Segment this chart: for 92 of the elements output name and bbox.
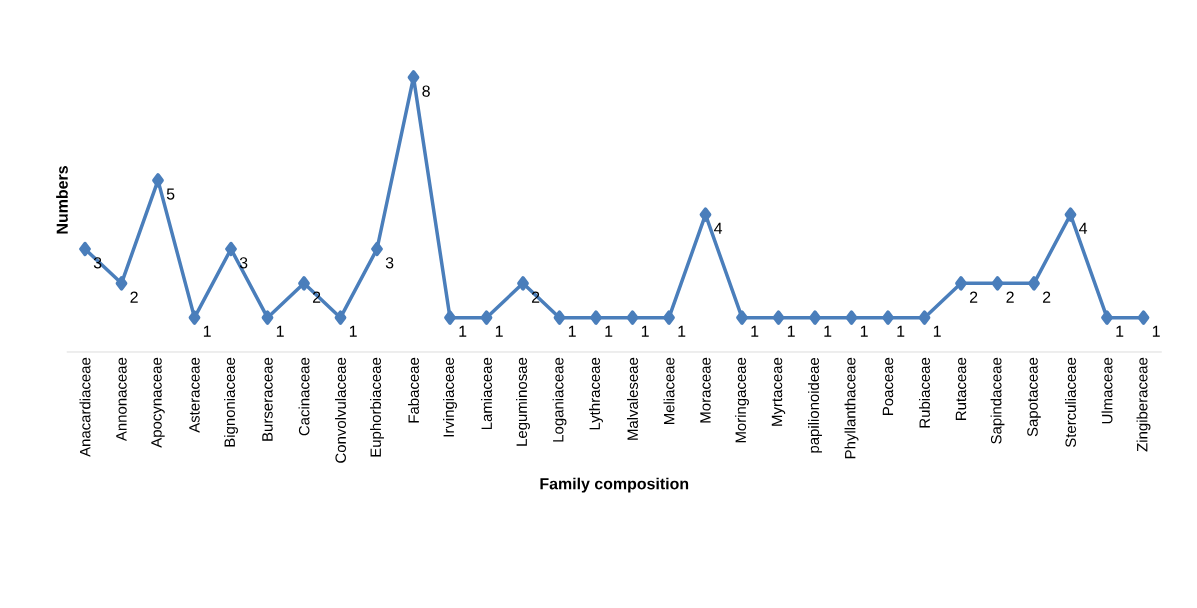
data-label: 1 [787, 325, 795, 337]
y-axis-title: Numbers [56, 166, 68, 234]
data-label: 1 [678, 325, 686, 337]
point [480, 310, 493, 325]
x-tick-label: papilionoideae [808, 357, 822, 453]
point [736, 310, 748, 325]
x-tick-label: Sapotaceae [1027, 357, 1041, 437]
data-label: 5 [166, 188, 175, 200]
point [626, 310, 639, 325]
point [553, 310, 566, 325]
x-tick-label: Lythraceae [589, 357, 603, 430]
point [918, 310, 931, 325]
x-tick-label: Loganiaceae [552, 357, 567, 442]
x-tick-label: Moringaceae [735, 357, 749, 443]
data-label: 1 [495, 325, 503, 337]
data-label: 2 [969, 291, 978, 303]
x-tick-label: Asteraceae [189, 357, 200, 433]
point [845, 310, 858, 325]
x-tick-label: Bignoniaceae [224, 357, 238, 447]
data-label: 4 [1079, 222, 1088, 234]
point [79, 241, 91, 257]
x-tick-label: Phyllanthaceae [844, 357, 859, 459]
point [188, 310, 201, 325]
x-tick-label: Moraceae [700, 357, 711, 423]
point [882, 310, 894, 325]
data-label: 1 [349, 325, 357, 337]
data-label: 2 [1042, 291, 1051, 303]
point [225, 241, 237, 257]
x-tick-label: Burseraceae [262, 357, 273, 441]
data-label: 1 [568, 325, 576, 337]
point [407, 70, 420, 85]
point [444, 310, 456, 325]
x-tick-label: Lamiaceae [481, 357, 492, 430]
x-tick-label: Sterculiaceae [1065, 357, 1076, 448]
data-label: 1 [860, 325, 868, 337]
point [1064, 207, 1077, 222]
data-label: 1 [1152, 325, 1160, 337]
point [590, 310, 602, 325]
data-label: 1 [641, 325, 649, 337]
x-tick-label: Anacardiaceae [79, 357, 91, 457]
point [663, 310, 675, 325]
x-tick-label: Fabaceae [408, 357, 419, 423]
data-label: 1 [751, 325, 759, 337]
x-axis-title: Family composition [540, 477, 689, 493]
point [261, 310, 274, 325]
x-tick-label: Leguminosae [516, 357, 530, 446]
point [371, 241, 383, 257]
data-label: 1 [897, 325, 905, 337]
x-tick-label: Zingiberaceae [1136, 357, 1151, 452]
x-tick-label: Rutaceae [955, 357, 967, 420]
x-tick-label: Myrtaceae [771, 357, 786, 426]
data-label: 1 [276, 325, 284, 337]
data-label: 2 [312, 291, 321, 303]
x-tick-label: Euphorbiaceae [370, 357, 384, 457]
data-label: 2 [1006, 291, 1014, 303]
point [115, 276, 128, 291]
point [152, 173, 164, 188]
point [1137, 310, 1150, 325]
point [772, 310, 785, 325]
x-tick-label: Convolvulaceae [335, 357, 346, 463]
data-label: 3 [385, 257, 394, 269]
data-label: 1 [933, 325, 941, 337]
x-tick-label: Poaceae [882, 357, 894, 415]
point [991, 276, 1004, 291]
x-tick-label: Apocynaceae [151, 357, 165, 448]
point [1101, 310, 1113, 325]
data-label: 2 [531, 291, 540, 303]
x-tick-label: Malvaleseae [627, 357, 638, 440]
data-label: 1 [203, 325, 211, 337]
data-label: 1 [824, 325, 832, 337]
x-tick-label: Cacinaceae [298, 357, 310, 436]
x-tick-label: Irvingiaceae [443, 357, 457, 437]
point [699, 207, 712, 222]
x-tick-label: Annonaceae [116, 357, 127, 442]
data-label: 4 [714, 222, 723, 234]
point [1028, 276, 1040, 291]
data-label: 3 [93, 257, 102, 269]
data-label: 8 [422, 85, 430, 97]
data-label: 1 [459, 325, 467, 337]
data-label: 3 [239, 257, 248, 269]
x-tick-label: Rubiaceae [919, 357, 930, 428]
x-tick-label: Sapindaceae [990, 357, 1005, 444]
point [955, 276, 967, 291]
point [809, 310, 821, 325]
data-label: 1 [1116, 325, 1124, 337]
data-label: 2 [130, 291, 138, 303]
x-tick-label: Meliaceae [663, 357, 675, 425]
point [298, 276, 310, 291]
data-label: 1 [605, 325, 613, 337]
point [334, 310, 347, 325]
point [517, 276, 529, 291]
x-tick-label: Ulmaceae [1101, 357, 1113, 424]
